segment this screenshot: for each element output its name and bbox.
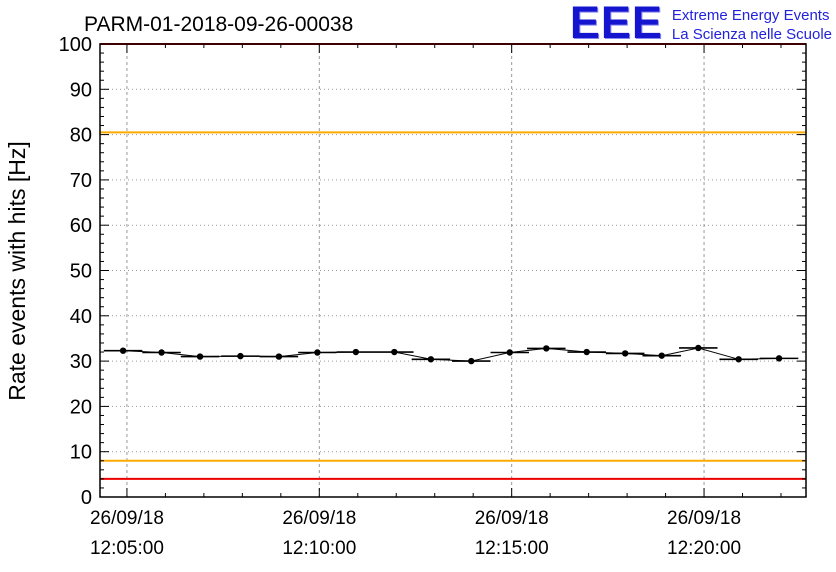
data-point (543, 345, 550, 352)
logo-taglines: Extreme Energy Events La Scienza nelle S… (672, 2, 832, 44)
logo-tagline-1: Extreme Energy Events (671, 7, 830, 24)
chart-title: PARM-01-2018-09-26-00038 (84, 13, 353, 36)
x-tick-label-time: 12:15:00 (475, 538, 549, 559)
y-tick-label: 0 (81, 487, 92, 509)
logo-tagline-2: La Scienza nelle Scuole (671, 26, 832, 43)
x-tick-label-date: 26/09/18 (282, 508, 356, 529)
data-point (658, 352, 665, 359)
data-point (621, 350, 629, 357)
data-point (314, 349, 321, 356)
data-point (352, 348, 360, 356)
eee-logo: EEE Extreme Energy Events La Scienza nel… (569, 0, 832, 48)
y-tick-label: 30 (70, 351, 92, 373)
data-line (123, 347, 780, 362)
y-tick-label: 10 (70, 442, 92, 464)
y-tick-label: 20 (70, 396, 92, 418)
x-tick-label-date: 26/09/18 (667, 508, 741, 529)
x-tick-label-date: 26/09/18 (475, 508, 549, 529)
data-point (468, 357, 475, 365)
data-point (427, 356, 435, 363)
data-point (275, 353, 283, 360)
data-point (735, 356, 742, 363)
chart-layer: 0 10 20 30 40 50 60 70 80 90 100 26/09/18 12:05:00 26… (59, 34, 807, 559)
y-tick-label: 40 (70, 306, 92, 328)
data-point (158, 349, 165, 356)
x-tick-label-time: 12:20:00 (667, 538, 741, 559)
x-tick-label-date: 26/09/18 (90, 508, 164, 529)
data-point (775, 355, 783, 362)
data-point (237, 352, 244, 360)
y-tick-label: 70 (70, 170, 92, 192)
data-point (196, 353, 204, 360)
y-tick-label: 50 (70, 261, 92, 283)
x-tick-label-time: 12:05:00 (90, 538, 164, 559)
x-tick-label-time: 12:10:00 (282, 538, 356, 559)
plot-frame (99, 43, 807, 498)
y-tick-label: 90 (70, 79, 92, 101)
eee-wordmark: EEE (569, 0, 663, 48)
y-tick-label: 80 (70, 125, 92, 147)
data-point (695, 344, 702, 352)
data-point (506, 349, 513, 356)
y-tick-label: 60 (70, 215, 92, 237)
y-tick-label: 100 (59, 34, 92, 56)
y-axis-title: Rate events with hits [Hz] (4, 141, 30, 401)
data-point (119, 347, 127, 354)
data-point (583, 348, 590, 356)
data-point (391, 348, 398, 356)
